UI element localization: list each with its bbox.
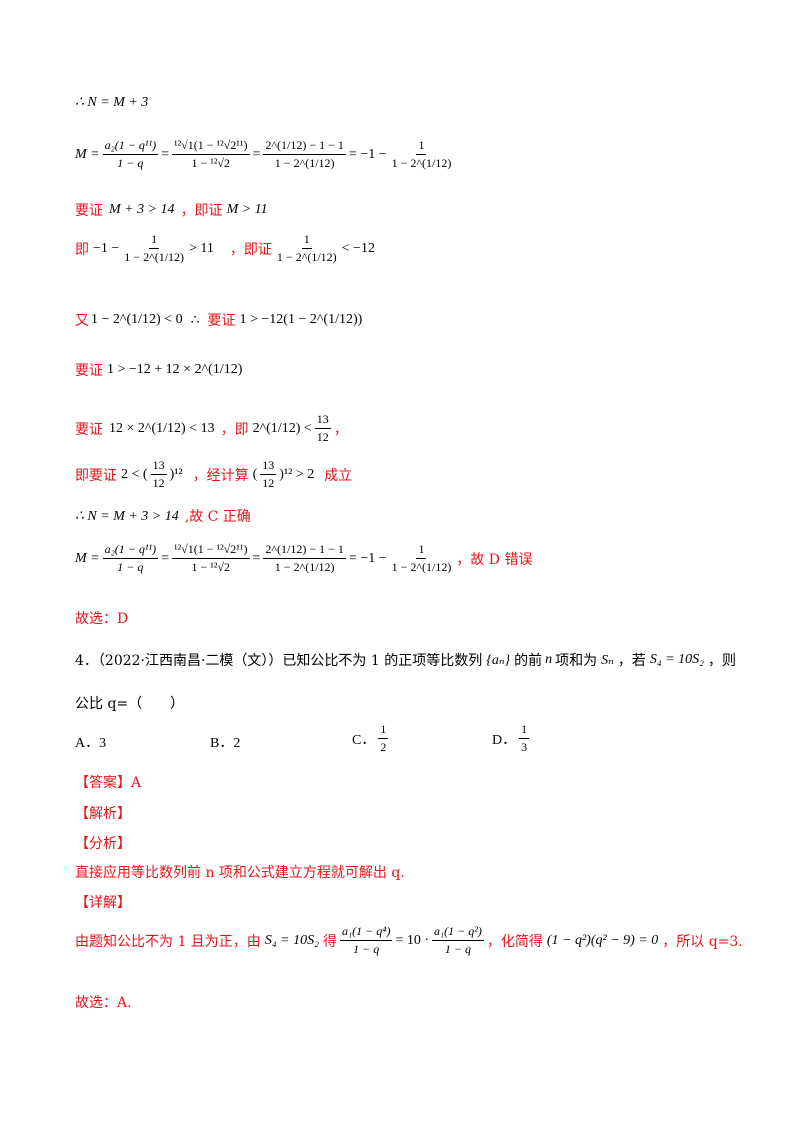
line-prove-4: 要证 1 > −12 + 12 × 2^(1/12): [75, 362, 243, 379]
question-4-line2: 公比 q=（ ）: [75, 696, 185, 712]
analysis-label: 【解析】: [75, 806, 131, 822]
option-b: B．2: [210, 736, 241, 751]
detail-solution: 由题知公比不为 1 且为正，由 S₄ = 10S₂ 得 a₁(1 − q⁴) 1 …: [75, 924, 743, 956]
line-n-equals: ∴ N = M + 3: [75, 94, 148, 111]
fraction: ¹²√1(1 − ¹²√2¹¹) 1 − ¹²√2: [171, 138, 250, 170]
choose-d: 故选：D: [75, 611, 129, 627]
math-expr: ∴ N = M + 3: [75, 95, 149, 110]
fraction: 13 12: [314, 412, 331, 444]
line-prove-5: 要证 12 × 2^(1/12) < 13 ，即 2^(1/12) < 13 12…: [75, 412, 348, 444]
choose-a: 故选：A.: [75, 995, 132, 1011]
line-m-derivation-2: M = a₂(1 − q¹¹) 1 − q = ¹²√1(1 − ¹²√2¹¹) 1…: [75, 542, 533, 574]
line-prove-6: 即要证 2 < ( 13 12 )¹² ，经计算 ( 13 12 )¹² > 2 成…: [75, 458, 353, 490]
detail-label: 【详解】: [75, 895, 131, 911]
fenxi-text: 直接应用等比数列前 n 项和公式建立方程就可解出 q.: [75, 865, 405, 881]
fraction: a₁(1 − q²) 1 − q: [432, 924, 484, 956]
fenxi-label: 【分析】: [75, 836, 131, 852]
fraction: ¹²√1(1 − ¹²√2¹¹) 1 − ¹²√2: [171, 542, 250, 574]
answer-label: 【答案】A: [75, 775, 142, 791]
question-4: 4．（2022·江西南昌·二模（文））已知公比不为 1 的正项等比数列 {aₙ}…: [75, 652, 736, 669]
fraction: 13 12: [260, 458, 277, 490]
math-lhs: M =: [75, 146, 100, 162]
fraction: a₁(1 − q⁴) 1 − q: [340, 924, 393, 956]
fraction: a₂(1 − q¹¹) 1 − q: [102, 138, 159, 170]
option-a: A．3: [75, 736, 107, 751]
fraction: 13 12: [150, 458, 167, 490]
line-prove-3: 又 1 − 2^(1/12) < 0 ∴ 要证 1 > −12(1 − 2^(1…: [75, 312, 363, 329]
fraction: a₂(1 − q¹¹) 1 − q: [102, 542, 159, 574]
line-prove-1: 要证 M + 3 > 14 ，即证 M > 11: [75, 202, 268, 219]
line-m-derivation: M = a₂(1 − q¹¹) 1 − q = ¹²√1(1 − ¹²√2¹¹) 1…: [75, 138, 452, 170]
line-conclusion-c: ∴ N = M + 3 > 14 ,故 C 正确: [75, 508, 251, 526]
